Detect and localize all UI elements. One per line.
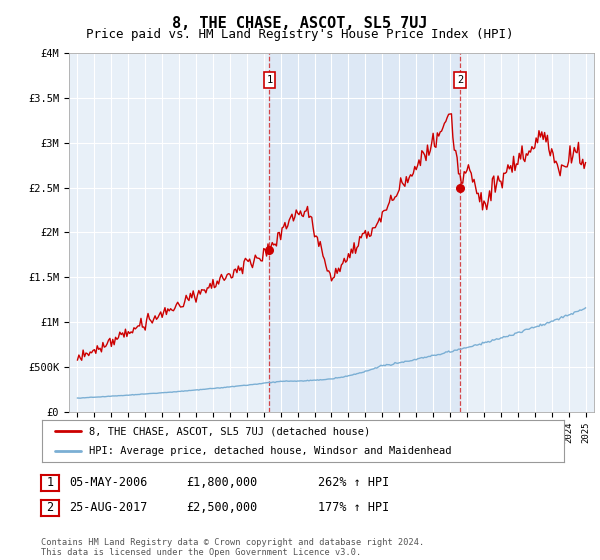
- Text: 177% ↑ HPI: 177% ↑ HPI: [318, 501, 389, 515]
- Text: HPI: Average price, detached house, Windsor and Maidenhead: HPI: Average price, detached house, Wind…: [89, 446, 451, 456]
- Text: 262% ↑ HPI: 262% ↑ HPI: [318, 476, 389, 489]
- Text: 2: 2: [46, 501, 53, 515]
- Text: 05-MAY-2006: 05-MAY-2006: [69, 476, 148, 489]
- Text: 1: 1: [266, 75, 272, 85]
- Text: Price paid vs. HM Land Registry's House Price Index (HPI): Price paid vs. HM Land Registry's House …: [86, 28, 514, 41]
- Text: 8, THE CHASE, ASCOT, SL5 7UJ: 8, THE CHASE, ASCOT, SL5 7UJ: [172, 16, 428, 31]
- Bar: [269, 53, 460, 412]
- Text: 1: 1: [46, 476, 53, 489]
- Text: Contains HM Land Registry data © Crown copyright and database right 2024.
This d: Contains HM Land Registry data © Crown c…: [41, 538, 424, 557]
- Text: 2: 2: [457, 75, 463, 85]
- Text: 25-AUG-2017: 25-AUG-2017: [69, 501, 148, 515]
- Text: £2,500,000: £2,500,000: [186, 501, 257, 515]
- Text: £1,800,000: £1,800,000: [186, 476, 257, 489]
- Text: 8, THE CHASE, ASCOT, SL5 7UJ (detached house): 8, THE CHASE, ASCOT, SL5 7UJ (detached h…: [89, 426, 370, 436]
